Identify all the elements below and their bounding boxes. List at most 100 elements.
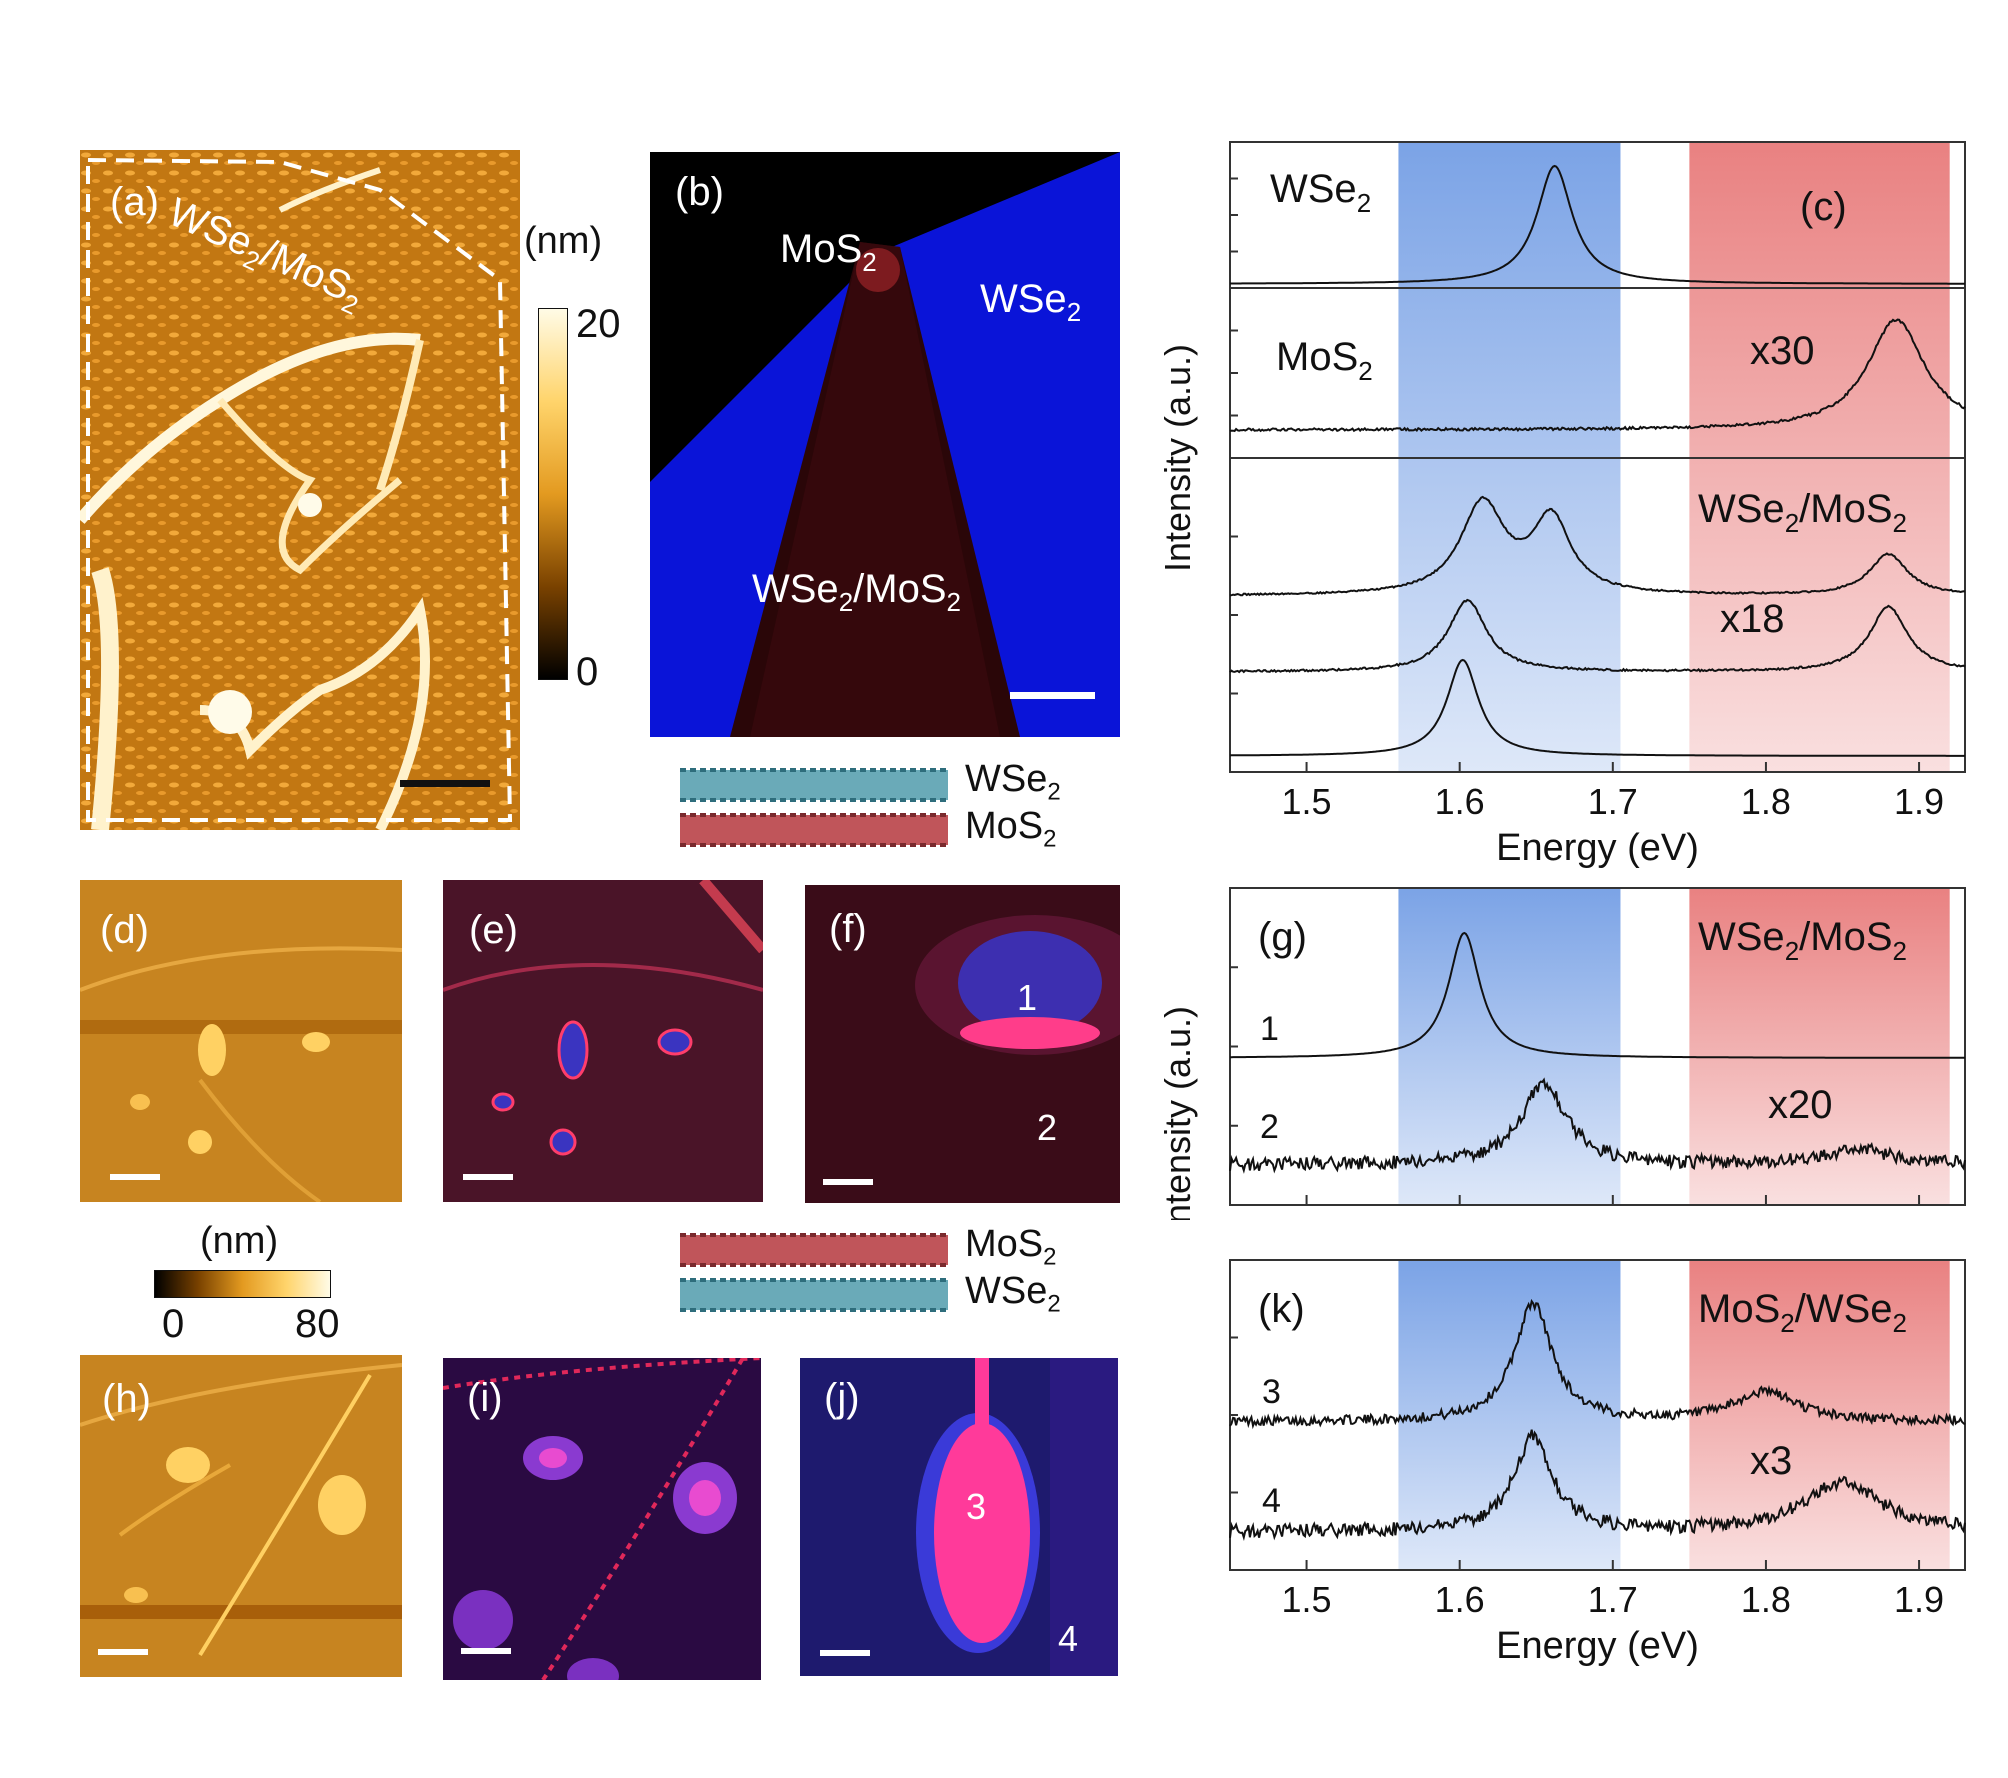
- b-wse2-text: WSe: [980, 277, 1067, 321]
- colorbar-dh-min: 0: [162, 1302, 185, 1346]
- afm-image-d-graphic: [80, 880, 402, 1202]
- stack-bottom-label-bottom: WSe2: [965, 1270, 1061, 1319]
- layer-stack-top: WSe2 MoS2: [680, 758, 1120, 870]
- b-label-wse2: WSe2: [980, 277, 1081, 328]
- trace-label-4: 4: [1262, 1482, 1281, 1520]
- highlight-band: [1398, 888, 1621, 1205]
- layer-stack-top-graphic: [680, 768, 948, 847]
- panel-label-d: (d): [100, 908, 149, 952]
- x-tick-label: 1.8: [1741, 1579, 1791, 1620]
- x-tick-label: 1.6: [1435, 781, 1485, 822]
- x-tick-label: 1.7: [1588, 781, 1638, 822]
- highlight-band: [1689, 888, 1950, 1205]
- layer-stack-bottom: MoS2 WSe2: [680, 1223, 1120, 1335]
- panel-label-a: (a): [110, 180, 159, 224]
- afm-image-a: (a) WSe2/MoS2: [80, 150, 520, 830]
- colorbar-dh-gradient: [154, 1270, 331, 1298]
- point-label-2: 2: [1037, 1107, 1058, 1148]
- x-tick-label: 1.8: [1741, 781, 1791, 822]
- spectrum-line: [1229, 598, 1966, 674]
- pl-map-j: (j) 3 4: [800, 1358, 1118, 1676]
- panel-label-e: (e): [469, 908, 518, 952]
- subplot-label-wse2: WSe2: [1270, 167, 1371, 218]
- afm-image-a-graphic: [80, 150, 520, 830]
- panel-label-f: (f): [829, 907, 867, 951]
- colorbar-dh-unit: (nm): [200, 1220, 279, 1262]
- b-hetero-sub1: 2: [838, 587, 854, 617]
- b-label-hetero: WSe2/MoS2: [752, 567, 961, 618]
- stack-top-bottom-sub: 2: [1043, 825, 1057, 853]
- stack-bottom-label-top: MoS2: [965, 1223, 1057, 1272]
- subplot-label-mos2: MoS2: [1276, 335, 1373, 386]
- b-label-mos2: MoS2: [780, 227, 877, 278]
- stack-top-bottom-text: MoS: [965, 805, 1044, 847]
- panel-label-g: (g): [1258, 915, 1307, 959]
- stack-top-top-text: WSe: [965, 758, 1048, 800]
- pl-map-f: (f) 1 2: [805, 885, 1120, 1203]
- afm-image-h-graphic: [80, 1355, 402, 1677]
- panel-label-c: (c): [1800, 185, 1847, 229]
- stack-bottom-bottom-sub: 2: [1047, 1290, 1061, 1318]
- pl-map-j-graphic: [800, 1358, 1118, 1676]
- x-tick-label: 1.9: [1894, 1579, 1944, 1620]
- panel-label-b: (b): [675, 170, 724, 214]
- spectrum-line: [1229, 495, 1966, 597]
- spectrum-line: [1229, 318, 1966, 433]
- afm-image-d: (d): [80, 880, 402, 1202]
- stack-top-label-top: WSe2: [965, 758, 1061, 807]
- b-mos2-text: MoS: [780, 227, 863, 271]
- scale-label-x30: x30: [1750, 329, 1815, 373]
- stack-top-mos2-layer: [680, 813, 948, 847]
- stack-bottom-top-sub: 2: [1043, 1243, 1057, 1271]
- point-label-4: 4: [1058, 1618, 1079, 1659]
- x-axis-label: Energy (eV): [1496, 1625, 1699, 1667]
- point-label-1: 1: [1017, 977, 1038, 1018]
- pl-map-b: (b) MoS2 WSe2 WSe2/MoS2: [650, 152, 1120, 737]
- spectrum-line: [1230, 164, 1965, 285]
- colorbar-dh: (nm) 0 80: [150, 1220, 390, 1346]
- b-mos2-sub: 2: [862, 247, 877, 277]
- stack-top-wse2-layer: [680, 768, 948, 802]
- x-tick-label: 1.5: [1282, 1579, 1332, 1620]
- colorbar-a-unit: (nm): [524, 220, 603, 262]
- panel-label-i: (i): [467, 1376, 503, 1420]
- b-hetero-sub2: 2: [946, 587, 961, 617]
- b-hetero-sep: /MoS: [853, 567, 947, 611]
- stack-top-label-bottom: MoS2: [965, 805, 1057, 854]
- pl-map-e-graphic: [443, 880, 763, 1202]
- b-wse2-sub: 2: [1066, 297, 1082, 327]
- x-tick-label: 1.7: [1588, 1579, 1638, 1620]
- b-hetero-text: WSe: [752, 567, 839, 611]
- x-axis-label: Energy (eV): [1496, 827, 1699, 869]
- trace-label-3: 3: [1262, 1373, 1281, 1411]
- y-axis-label: Intensity (a.u.): [1157, 1006, 1198, 1220]
- pl-map-i: (i): [443, 1358, 761, 1680]
- stack-bottom-top-text: MoS: [965, 1223, 1044, 1265]
- spectrum-line: [1230, 931, 1965, 1059]
- spectrum-line: [1229, 1298, 1966, 1430]
- spectrum-line: [1229, 658, 1965, 757]
- x-tick-label: 1.9: [1894, 781, 1944, 822]
- colorbar-a-min: 0: [576, 650, 599, 694]
- y-axis-label: Intensity (a.u.): [1157, 344, 1198, 572]
- stack-bottom-bottom-text: WSe: [965, 1270, 1048, 1312]
- panel-label-k: (k): [1258, 1287, 1305, 1331]
- spectrum-line: [1229, 1077, 1966, 1174]
- afm-image-h: (h): [80, 1355, 402, 1677]
- colorbar-a: (nm) 20 0: [510, 220, 630, 694]
- panel-label-j: (j): [824, 1376, 860, 1420]
- scale-label-x18: x18: [1720, 597, 1785, 641]
- chart-g: (g) WSe2/MoS2 1 2 x20 Intensity (a.u.): [1157, 887, 1966, 1220]
- stack-bottom-wse2-layer: [680, 1278, 948, 1312]
- chart-g-title: WSe2/MoS2: [1698, 915, 1907, 966]
- colorbar-dh-max: 80: [295, 1302, 340, 1346]
- colorbar-a-max: 20: [576, 302, 621, 346]
- spectrum-line: [1229, 1429, 1966, 1541]
- subplot-label-hetero: WSe2/MoS2: [1698, 487, 1907, 538]
- colorbar-a-gradient: [538, 308, 568, 680]
- stack-top-top-sub: 2: [1047, 778, 1061, 806]
- chart-c: 1.5 1.6 1.7 1.8 1.9 Energy (eV) (c) WSe2 MoS2 x30…: [1157, 141, 1966, 869]
- point-label-3: 3: [966, 1486, 987, 1527]
- scale-label-x3: x3: [1750, 1439, 1792, 1483]
- pl-map-b-graphic: [650, 152, 1120, 737]
